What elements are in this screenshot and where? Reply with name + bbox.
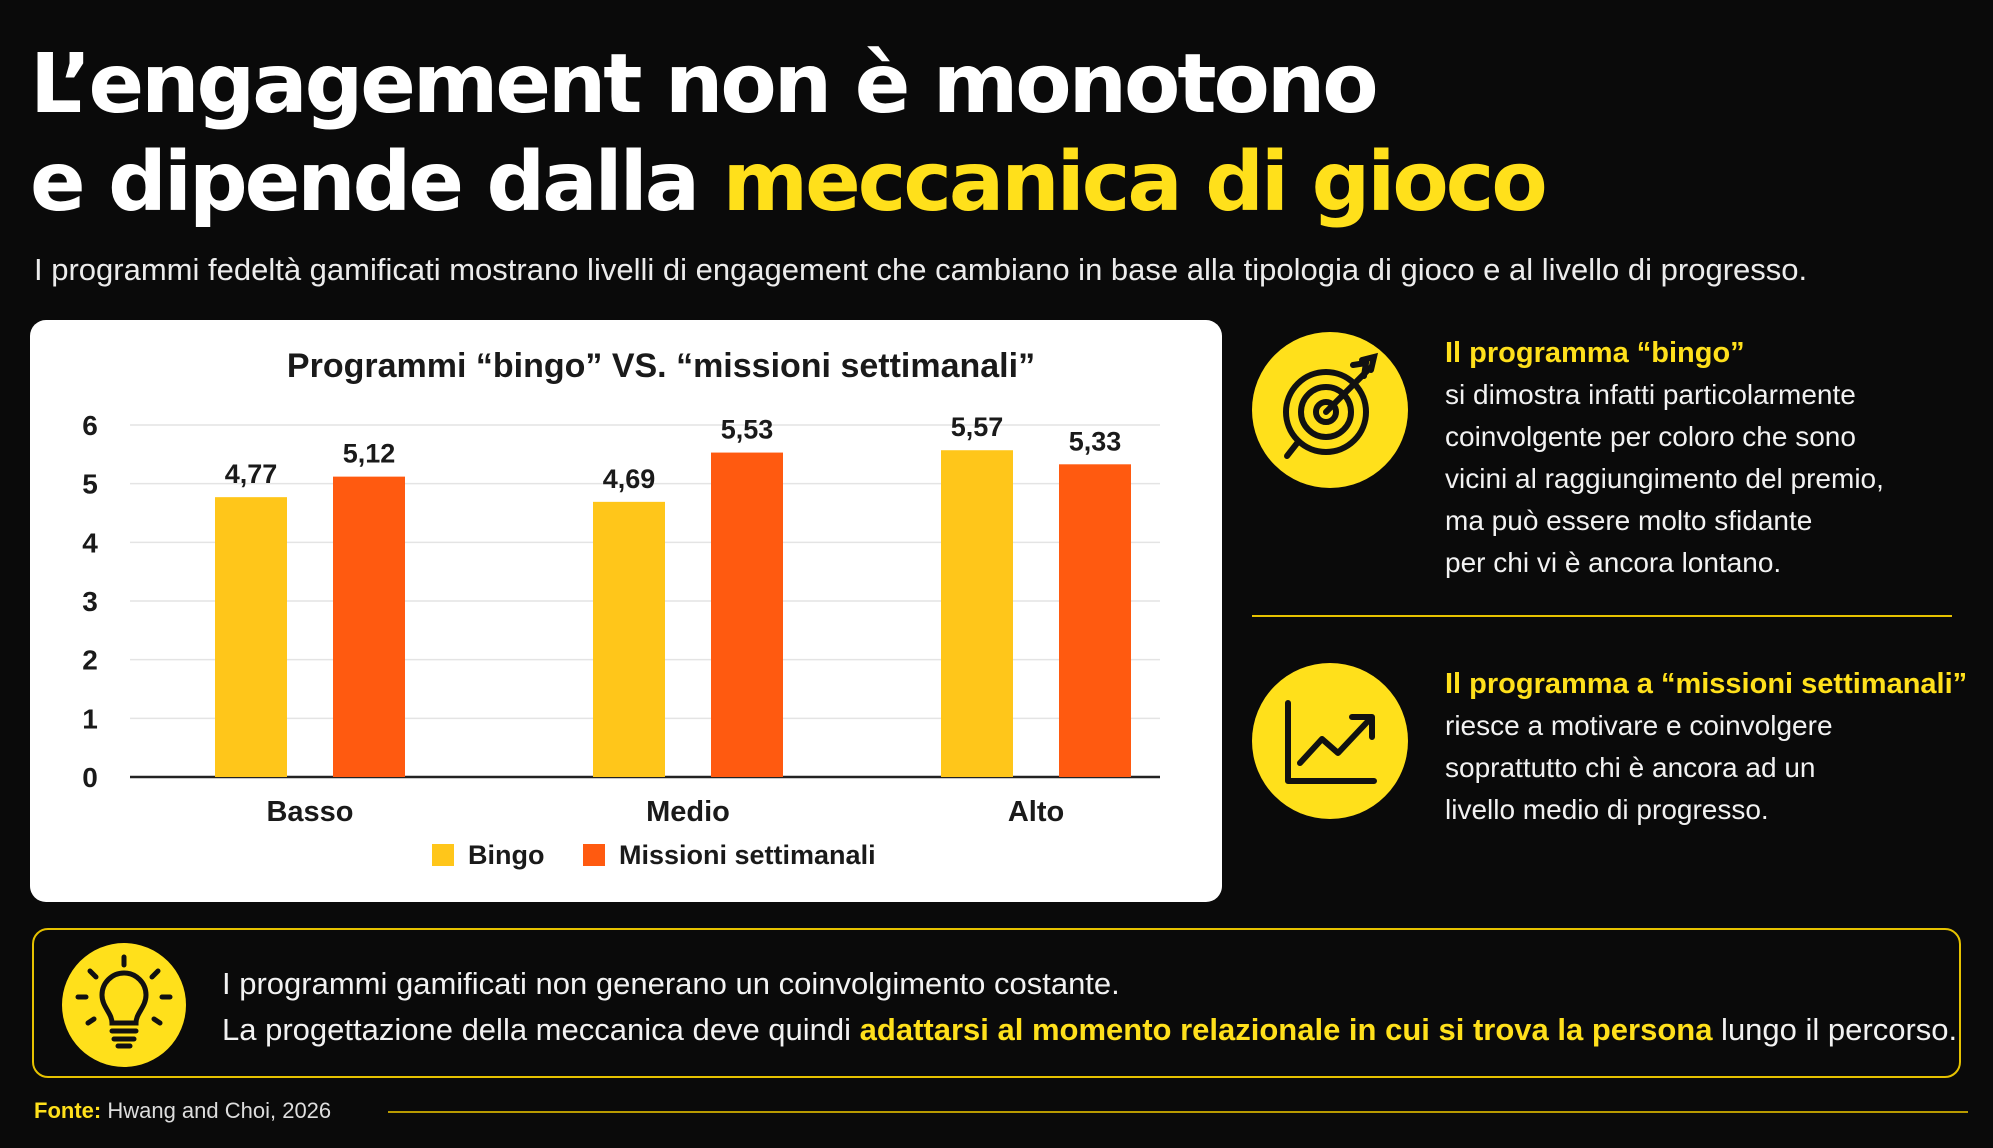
bar-chart: Programmi “bingo” VS. “missioni settiman… xyxy=(82,347,1160,870)
panel-missioni-heading: Il programma a “missioni settimanali” xyxy=(1445,668,1968,700)
y-tick-label: 2 xyxy=(82,645,98,676)
bar-bingo xyxy=(941,450,1013,777)
insight-box: I programmi gamificati non generano un c… xyxy=(32,928,1961,1078)
y-tick-label: 4 xyxy=(82,527,98,558)
x-tick-label: Medio xyxy=(646,796,730,828)
y-tick-label: 3 xyxy=(82,586,98,617)
bar-bingo xyxy=(593,501,665,777)
panel-missioni-body-line: riesce a motivare e coinvolgere xyxy=(1445,710,1833,741)
data-label: 5,57 xyxy=(951,412,1004,442)
source-text: Hwang and Choi, 2026 xyxy=(107,1098,332,1123)
data-label: 5,12 xyxy=(343,439,396,469)
panel-bingo-text: Il programma “bingo” si dimostra infatti… xyxy=(1445,332,1985,584)
panel-missioni-body-line: livello medio di progresso. xyxy=(1445,794,1769,825)
panel-bingo-body-line: coinvolgente per coloro che sono xyxy=(1445,421,1856,452)
panel-bingo-body-line: per chi vi è ancora lontano. xyxy=(1445,547,1782,578)
data-label: 4,77 xyxy=(225,459,278,489)
bar-bingo xyxy=(215,497,287,777)
y-tick-label: 5 xyxy=(82,469,98,500)
title-line-2-prefix: e dipende dalla xyxy=(30,135,723,230)
target-arrow-icon xyxy=(1252,332,1408,488)
insight-line-2-prefix: La progettazione della meccanica deve qu… xyxy=(222,1012,860,1047)
y-tick-label: 1 xyxy=(82,703,98,734)
legend-label: Bingo xyxy=(468,840,544,870)
bar-missioni xyxy=(333,476,405,777)
legend-swatch xyxy=(583,844,605,866)
panel-bingo-body-line: ma può essere molto sfidante xyxy=(1445,505,1813,536)
insight-line-2: La progettazione della meccanica deve qu… xyxy=(222,1012,1957,1048)
insight-line-1: I programmi gamificati non generano un c… xyxy=(222,966,1120,1001)
source-note: Fonte: Hwang and Choi, 2026 xyxy=(34,1098,331,1124)
y-tick-label: 6 xyxy=(82,410,98,441)
panel-bingo-body-line: vicini al raggiungimento del premio, xyxy=(1445,463,1884,494)
panel-missioni: Il programma a “missioni settimanali” ri… xyxy=(1252,663,1972,863)
x-tick-label: Alto xyxy=(1008,796,1064,828)
panel-missioni-body: riesce a motivare e coinvolgere soprattu… xyxy=(1445,705,1985,831)
lightbulb-icon xyxy=(62,943,186,1067)
source-label: Fonte: xyxy=(34,1098,102,1123)
panel-bingo-body: si dimostra infatti particolarmente coin… xyxy=(1445,374,1985,584)
panel-bingo-body-line: si dimostra infatti particolarmente xyxy=(1445,379,1856,410)
page-subtitle: I programmi fedeltà gamificati mostrano … xyxy=(34,252,1808,287)
chart-title: Programmi “bingo” VS. “missioni settiman… xyxy=(287,347,1035,385)
page-title: L’engagement non è monotono e dipende da… xyxy=(30,36,1548,232)
insight-highlight: adattarsi al momento relazionale in cui … xyxy=(859,1012,1713,1047)
title-line-1: L’engagement non è monotono xyxy=(30,37,1379,132)
panel-bingo: Il programma “bingo” si dimostra infatti… xyxy=(1252,332,1972,592)
x-tick-label: Basso xyxy=(266,796,353,828)
panel-bingo-heading: Il programma “bingo” xyxy=(1445,337,1745,369)
data-label: 5,53 xyxy=(721,415,774,445)
bar-missioni xyxy=(711,452,783,777)
data-label: 4,69 xyxy=(603,464,656,494)
panel-missioni-text: Il programma a “missioni settimanali” ri… xyxy=(1445,663,1985,831)
bar-missioni xyxy=(1059,464,1131,777)
source-rule xyxy=(388,1111,1968,1113)
data-label: 5,33 xyxy=(1069,426,1122,456)
y-tick-label: 0 xyxy=(82,762,98,793)
insight-line-2-suffix: lungo il percorso. xyxy=(1712,1012,1958,1047)
panel-divider xyxy=(1252,615,1952,617)
legend-swatch xyxy=(432,844,454,866)
panel-missioni-body-line: soprattutto chi è ancora ad un xyxy=(1445,752,1816,783)
chart-card: Programmi “bingo” VS. “missioni settiman… xyxy=(30,320,1222,902)
title-line-2-accent: meccanica di gioco xyxy=(722,135,1548,230)
trend-chart-icon xyxy=(1252,663,1408,819)
legend-label: Missioni settimanali xyxy=(619,840,876,870)
